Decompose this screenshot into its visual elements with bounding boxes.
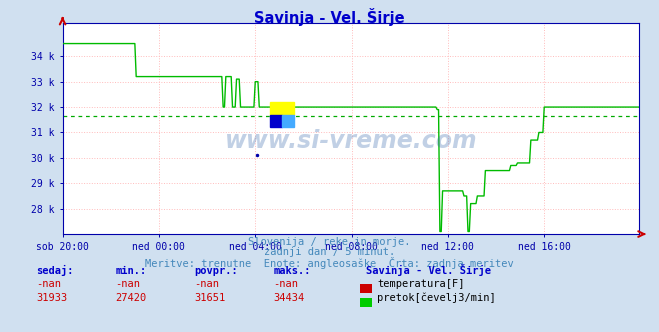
Bar	[282, 115, 294, 127]
Text: 31933: 31933	[36, 293, 67, 303]
Bar	[270, 102, 294, 115]
Bar	[270, 115, 282, 127]
Text: 34434: 34434	[273, 293, 304, 303]
Text: Savinja - Vel. Širje: Savinja - Vel. Širje	[254, 8, 405, 26]
Text: min.:: min.:	[115, 266, 146, 276]
Text: zadnji dan / 5 minut.: zadnji dan / 5 minut.	[264, 247, 395, 257]
Text: -nan: -nan	[36, 279, 61, 289]
Text: -nan: -nan	[115, 279, 140, 289]
Text: pretok[čevelj3/min]: pretok[čevelj3/min]	[377, 293, 496, 303]
Text: Savinja - Vel. Širje: Savinja - Vel. Širje	[366, 264, 491, 276]
Text: Slovenija / reke in morje.: Slovenija / reke in morje.	[248, 237, 411, 247]
Text: Meritve: trenutne  Enote: angleosaške  Črta: zadnja meritev: Meritve: trenutne Enote: angleosaške Črt…	[145, 257, 514, 269]
Text: 31651: 31651	[194, 293, 225, 303]
Text: temperatura[F]: temperatura[F]	[377, 279, 465, 289]
Text: povpr.:: povpr.:	[194, 266, 238, 276]
Text: www.si-vreme.com: www.si-vreme.com	[225, 129, 477, 153]
Text: maks.:: maks.:	[273, 266, 311, 276]
Text: 27420: 27420	[115, 293, 146, 303]
Text: sedaj:: sedaj:	[36, 265, 74, 276]
Text: -nan: -nan	[273, 279, 299, 289]
Text: -nan: -nan	[194, 279, 219, 289]
